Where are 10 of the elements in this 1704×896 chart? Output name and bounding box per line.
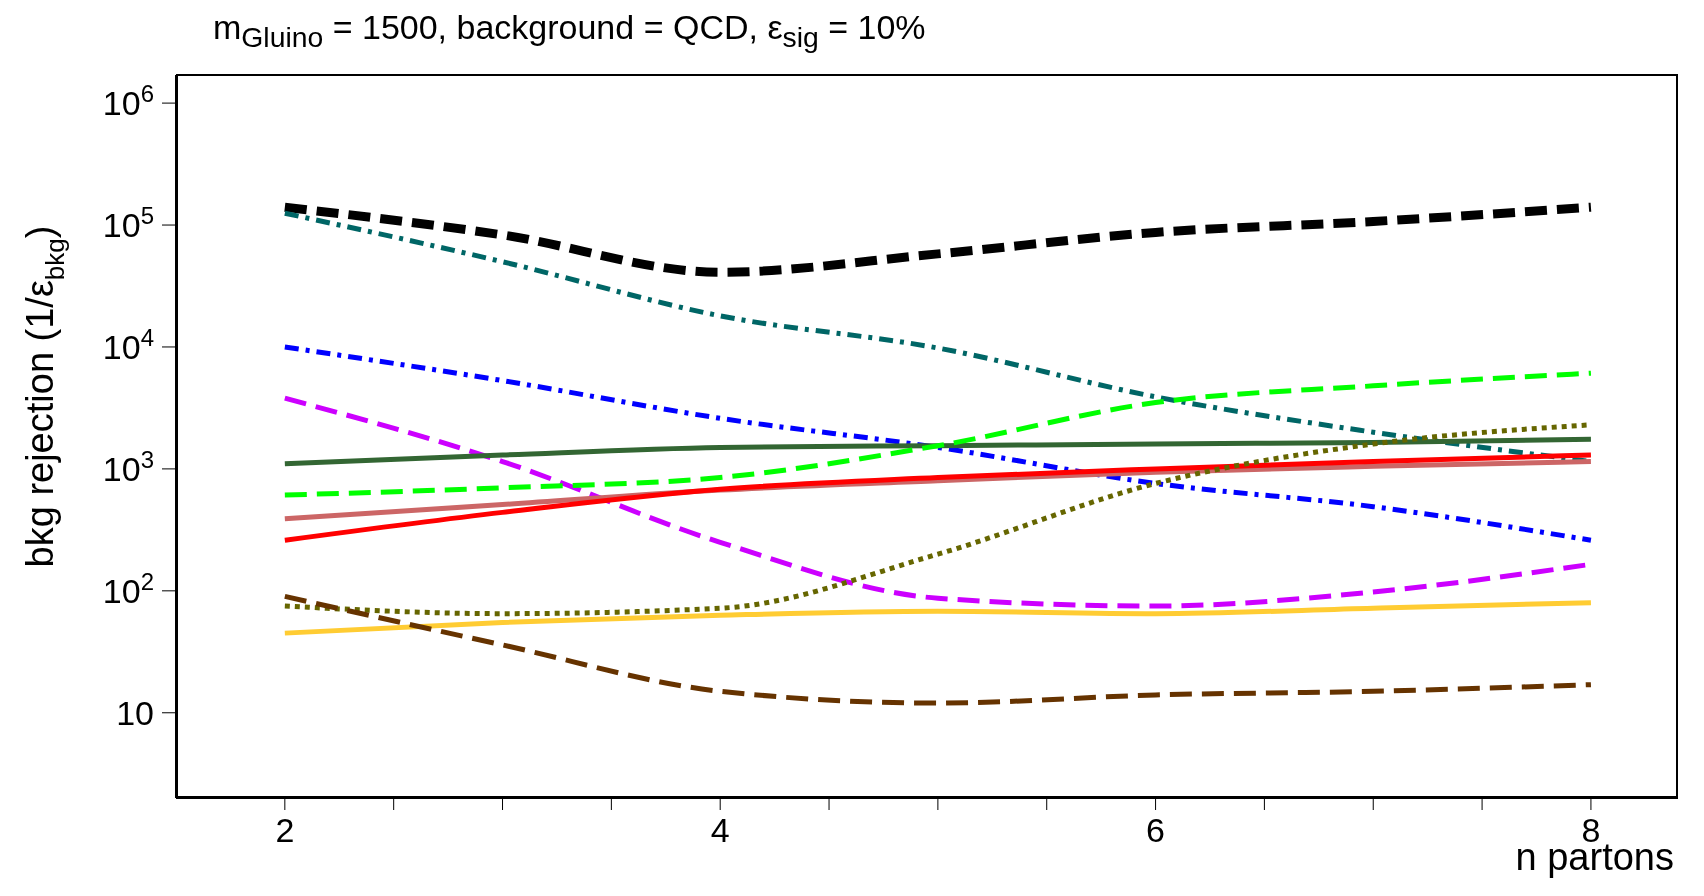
x-tick-label: 4: [710, 811, 730, 849]
chart-title: m$_{Gluino}$ = 1500, background = QCD, ε$_{sig}$ = 10%: [213, 8, 926, 54]
y-tick-label: 10$^{4}$: [102, 323, 154, 366]
y-tick-label: 10$^{6}$: [102, 79, 154, 123]
x-tick-label: 6: [1146, 811, 1166, 849]
x-tick-label: 2: [275, 811, 295, 849]
y-tick-label: 10$^{5}$: [102, 201, 154, 245]
y-tick-label: 10$^{3}$: [102, 445, 154, 488]
y-tick-label: 10$^{2}$: [102, 567, 154, 610]
y-tick-label: 10: [116, 693, 154, 732]
